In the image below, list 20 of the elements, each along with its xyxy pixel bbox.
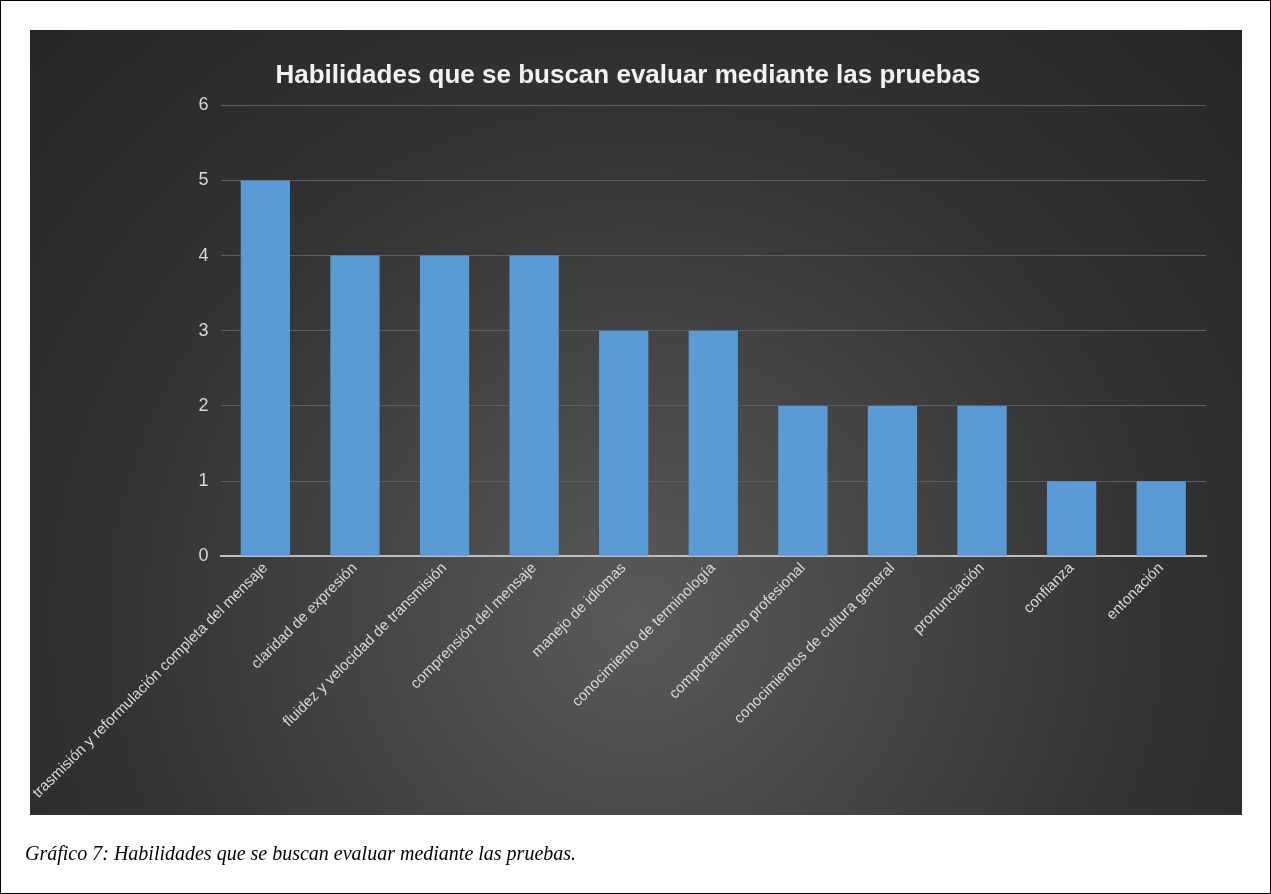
bar xyxy=(330,255,380,556)
bar xyxy=(778,405,828,556)
bar xyxy=(688,330,738,556)
y-tick-label: 2 xyxy=(198,394,209,415)
bar xyxy=(957,405,1007,556)
bar xyxy=(1046,481,1097,556)
y-tick-label: 5 xyxy=(198,169,209,190)
y-tick-label: 4 xyxy=(198,244,209,265)
chart-title: Habilidades que se buscan evaluar mediante las pruebas xyxy=(275,58,981,89)
bar xyxy=(867,405,918,556)
text: Gráfico 7: Habilidades que se buscan evaluar mediante las pruebas. xyxy=(25,842,577,865)
y-tick-label: 1 xyxy=(198,470,209,491)
bar xyxy=(509,255,559,556)
y-tick-label: 3 xyxy=(198,319,209,340)
bar xyxy=(599,330,649,556)
y-tick-label: 0 xyxy=(198,545,209,566)
y-tick-label: 6 xyxy=(198,94,209,115)
bar xyxy=(240,180,290,556)
bar xyxy=(419,255,470,556)
bar xyxy=(1136,481,1186,556)
